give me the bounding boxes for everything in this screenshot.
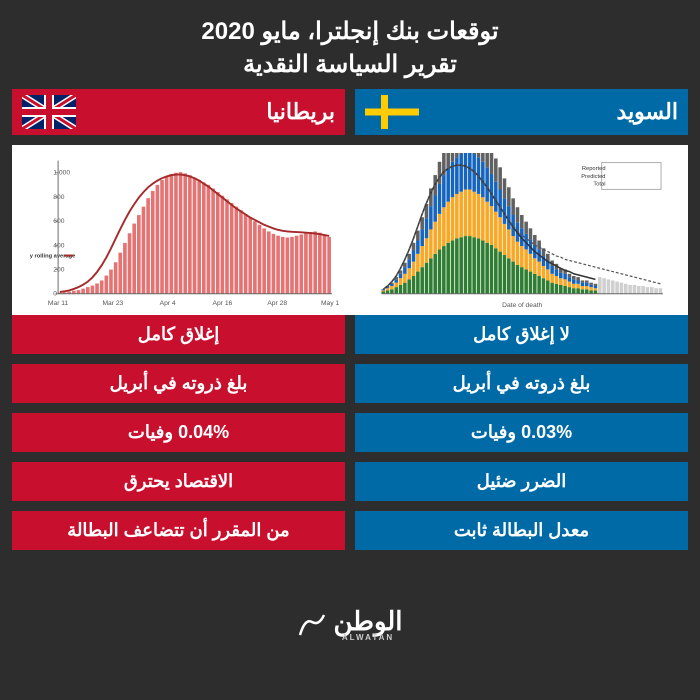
svg-text:600: 600 (53, 218, 64, 225)
uk-cell: 0.04% وفيات (12, 413, 345, 452)
comparison-row: لا إغلاق كامل إغلاق كامل (12, 315, 688, 354)
charts-row: Reported Predicted Total Date of death 0 200… (12, 145, 688, 315)
footer: الوطن ALWATAN (0, 550, 700, 700)
svg-text:Reported: Reported (582, 166, 606, 172)
svg-text:Date of death: Date of death (502, 302, 542, 309)
uk-chart: 02004006008001,000Seven-day rolling aver… (24, 145, 345, 315)
svg-text:Predicted: Predicted (581, 174, 605, 180)
uk-cell: من المقرر أن تتضاعف البطالة (12, 511, 345, 550)
uk-cell: إغلاق كامل (12, 315, 345, 354)
svg-text:4 Apr: 4 Apr (160, 300, 176, 307)
comparison-row: 0.03% وفيات 0.04% وفيات (12, 413, 688, 452)
svg-text:16 Apr: 16 Apr (213, 300, 233, 307)
sweden-cell: بلغ ذروته في أبريل (355, 364, 688, 403)
comparison-row: معدل البطالة ثابت من المقرر أن تتضاعف الب… (12, 511, 688, 550)
svg-text:11 Mar: 11 Mar (48, 300, 69, 307)
svg-text:28 Apr: 28 Apr (267, 300, 287, 307)
infographic-container: توقعات بنك إنجلترا، مايو 2020 تقرير السي… (0, 0, 700, 700)
brand-sub: ALWATAN (342, 634, 394, 642)
comparison-table: لا إغلاق كامل إغلاق كامل بلغ ذروته في أبري… (0, 315, 700, 550)
svg-text:Total: Total (593, 182, 605, 188)
svg-text:400: 400 (53, 242, 64, 249)
uk-cell: الاقتصاد يحترق (12, 462, 345, 501)
sweden-header: السويد (355, 89, 688, 135)
sweden-cell: معدل البطالة ثابت (355, 511, 688, 550)
brand-icon (297, 610, 327, 640)
svg-text:10 May: 10 May (321, 300, 339, 307)
svg-text:0: 0 (53, 291, 57, 298)
svg-text:1,000: 1,000 (53, 170, 70, 177)
uk-flag-icon (22, 95, 76, 129)
brand-text: الوطن (333, 608, 402, 634)
sweden-cell: لا إغلاق كامل (355, 315, 688, 354)
uk-header: بريطانيا (12, 89, 345, 135)
country-header-row: السويد بريطانيا (0, 89, 700, 135)
brand-logo: الوطن ALWATAN (297, 608, 402, 642)
svg-text:200: 200 (53, 266, 64, 273)
svg-text:23 Mar: 23 Mar (102, 300, 123, 307)
header: توقعات بنك إنجلترا، مايو 2020 تقرير السي… (0, 0, 700, 89)
title: توقعات بنك إنجلترا، مايو 2020 (10, 14, 690, 50)
sweden-flag-icon (365, 95, 419, 129)
comparison-row: الضرر ضئيل الاقتصاد يحترق (12, 462, 688, 501)
sweden-cell: الضرر ضئيل (355, 462, 688, 501)
uk-label: بريطانيا (266, 99, 335, 125)
svg-text:800: 800 (53, 194, 64, 201)
uk-cell: بلغ ذروته في أبريل (12, 364, 345, 403)
sweden-chart: Reported Predicted Total Date of death (355, 145, 676, 315)
sweden-label: السويد (617, 99, 678, 125)
subtitle: تقرير السياسة النقدية (10, 50, 690, 79)
sweden-cell: 0.03% وفيات (355, 413, 688, 452)
comparison-row: بلغ ذروته في أبريل بلغ ذروته في أبريل (12, 364, 688, 403)
